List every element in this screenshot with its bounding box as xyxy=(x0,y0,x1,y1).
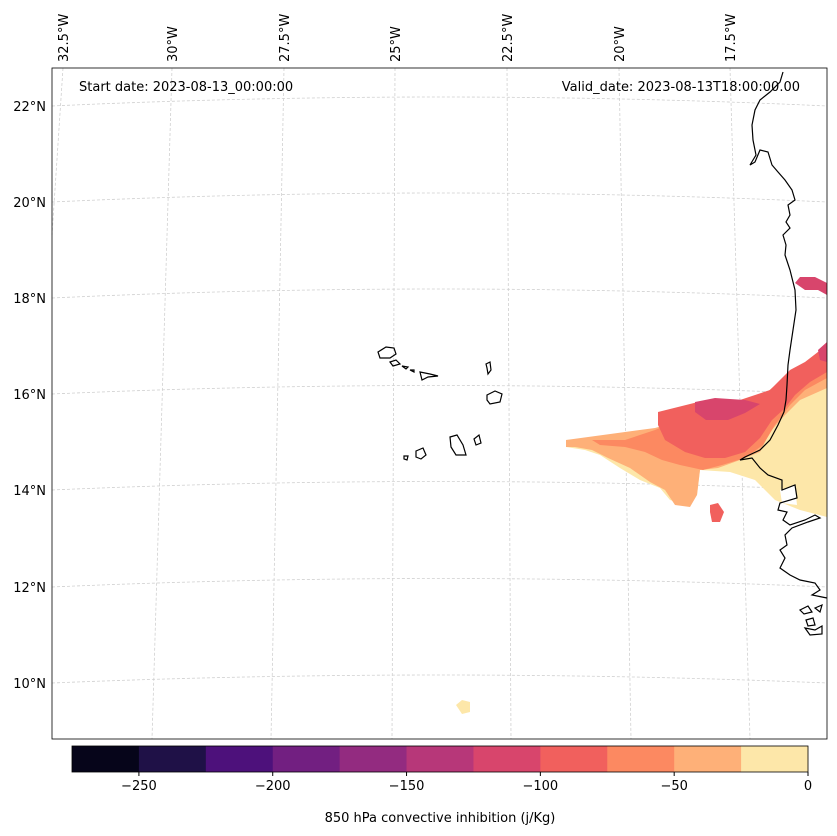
cin-contours xyxy=(456,277,827,714)
colorbar-tick-label: 0 xyxy=(804,779,812,794)
cin-band-east-edge xyxy=(818,342,827,362)
colorbar-border xyxy=(71,745,809,773)
colorbar-tick-label: −250 xyxy=(121,779,157,794)
start-date-label: Start date: 2023-08-13_00:00:00 xyxy=(79,80,293,95)
lat-label: 20°N xyxy=(13,196,46,211)
lon-label: 32.5°W xyxy=(57,14,72,62)
coastlines xyxy=(377,71,828,636)
island-brava xyxy=(403,455,409,461)
colorbar-tick-label: −150 xyxy=(389,779,425,794)
island-sao-nicolau xyxy=(401,365,439,381)
colorbar-label: 850 hPa convective inhibition (j/Kg) xyxy=(325,811,556,826)
colorbar: −250 −200 −150 −100 −50 0 xyxy=(71,745,812,794)
meridian-20w xyxy=(618,67,632,740)
cin-white-gap xyxy=(780,485,797,505)
cin-blob-south xyxy=(456,700,470,714)
meridian-32-5w xyxy=(51,67,64,236)
colorbar-tick-label: −100 xyxy=(523,779,559,794)
meridian-22-5w xyxy=(506,67,512,740)
lon-label: 20°W xyxy=(613,26,628,62)
parallel-12n xyxy=(51,578,828,588)
lat-label: 10°N xyxy=(13,677,46,692)
cin-blob-small xyxy=(710,503,724,522)
island-sao-vicente xyxy=(389,359,402,367)
colorbar-swatch xyxy=(272,746,341,772)
meridian-25w xyxy=(391,67,396,740)
cin-band-100-to-125-north xyxy=(795,277,827,295)
parallel-10n xyxy=(51,674,828,684)
parallel-16n xyxy=(51,385,828,395)
parallel-20n xyxy=(51,192,828,203)
cin-band-50-to-75 xyxy=(592,357,827,470)
parallel-18n xyxy=(51,288,828,299)
lat-label: 22°N xyxy=(13,100,46,115)
bissagos-islands xyxy=(798,603,823,636)
colorbar-swatch xyxy=(473,746,541,772)
colorbar-swatch xyxy=(741,746,809,772)
lat-label: 12°N xyxy=(13,581,46,596)
parallel-22n xyxy=(51,96,828,107)
island-santiago xyxy=(449,434,467,456)
lat-label: 16°N xyxy=(13,388,46,403)
colorbar-swatch xyxy=(406,746,474,772)
map-frame xyxy=(51,67,828,740)
colorbar-swatch xyxy=(607,746,675,772)
graticule xyxy=(51,67,828,740)
meridian-30w xyxy=(151,67,173,740)
lon-label: 25°W xyxy=(389,26,404,62)
longitude-labels: 32.5°W 30°W 27.5°W 25°W 22.5°W 20°W 17.5… xyxy=(57,14,739,62)
colorbar-swatch xyxy=(205,746,274,772)
africa-coast xyxy=(739,71,828,599)
lon-label: 22.5°W xyxy=(501,14,516,62)
colorbar-swatch xyxy=(138,746,207,772)
island-fogo xyxy=(415,447,427,460)
colorbar-tick-label: −200 xyxy=(255,779,291,794)
colorbar-swatch xyxy=(540,746,608,772)
lat-label: 18°N xyxy=(13,292,46,307)
island-sal xyxy=(485,361,492,376)
lon-label: 27.5°W xyxy=(278,14,293,62)
colorbar-tick-label: −50 xyxy=(660,779,687,794)
meridian-27-5w xyxy=(270,67,285,740)
parallel-14n xyxy=(51,481,828,491)
lon-label: 30°W xyxy=(166,26,181,62)
colorbar-swatch xyxy=(674,746,742,772)
colorbar-swatch xyxy=(72,746,140,772)
valid-date-label: Valid_date: 2023-08-13T18:00:00.00 xyxy=(562,80,800,95)
island-santo-antao xyxy=(377,346,397,359)
lon-label: 17.5°W xyxy=(724,14,739,62)
island-boa-vista xyxy=(486,390,503,405)
island-maio xyxy=(473,433,482,446)
lat-label: 14°N xyxy=(13,484,46,499)
colorbar-swatch xyxy=(339,746,408,772)
latitude-labels: 22°N 20°N 18°N 16°N 14°N 12°N 10°N xyxy=(13,100,46,692)
cin-band-100-to-125 xyxy=(695,398,760,420)
